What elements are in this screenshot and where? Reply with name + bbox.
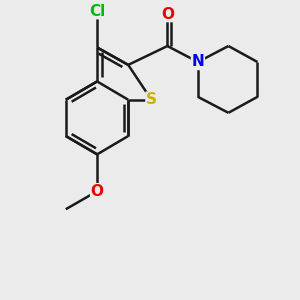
Text: N: N [191,55,204,70]
Text: S: S [146,92,157,107]
Text: O: O [91,184,103,199]
Text: O: O [161,7,174,22]
Text: Cl: Cl [89,4,105,19]
